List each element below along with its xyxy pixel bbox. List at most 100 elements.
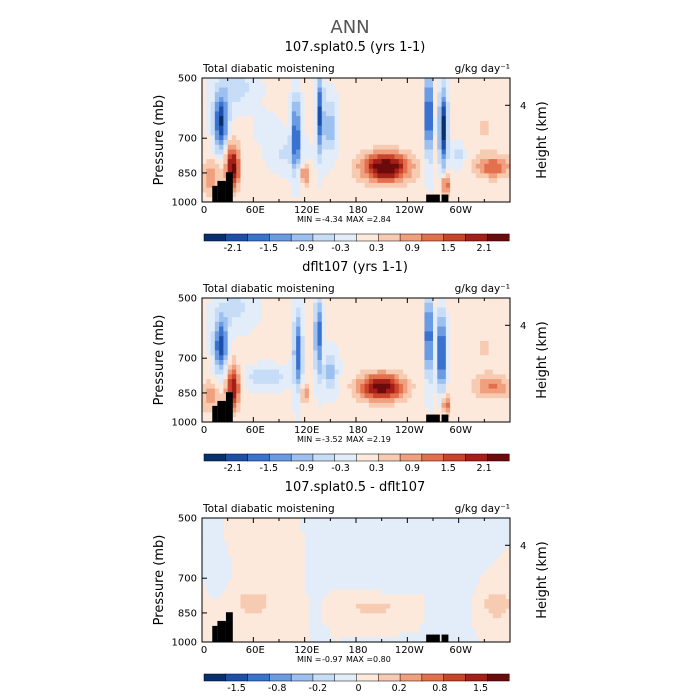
heatmap-cell: [450, 159, 455, 165]
heatmap-cell: [206, 331, 212, 337]
heatmap-cell: [240, 144, 246, 151]
heatmap-cell: [462, 556, 468, 562]
heatmap-cell: [424, 560, 430, 567]
heatmap-cell: [368, 388, 374, 394]
heatmap-cell: [206, 580, 212, 586]
heatmap-cell: [202, 556, 207, 562]
heatmap-cell: [261, 307, 267, 313]
heatmap-cell: [475, 187, 481, 194]
heatmap-cell: [403, 78, 408, 84]
heatmap-cell: [287, 307, 293, 313]
heatmap-cell: [317, 178, 323, 184]
heatmap-cell: [381, 125, 387, 132]
heatmap-cell: [287, 398, 293, 404]
heatmap-cell: [411, 302, 417, 309]
heatmap-cell: [343, 182, 349, 189]
heatmap-cell: [497, 541, 503, 548]
heatmap-cell: [433, 312, 438, 318]
heatmap-cell: [231, 551, 237, 557]
heatmap-cell: [385, 135, 391, 141]
heatmap-cell: [356, 527, 361, 533]
heatmap-cell: [240, 182, 246, 189]
heatmap-cell: [454, 197, 460, 203]
heatmap-cell: [210, 565, 216, 572]
heatmap-cell: [300, 82, 306, 89]
heatmap-cell: [257, 312, 263, 318]
heatmap-cell: [283, 541, 289, 548]
heatmap-cell: [249, 537, 254, 543]
variable-label: Total diabatic moistening: [202, 63, 335, 75]
heatmap-cell: [291, 417, 297, 423]
heatmap-cell: [356, 522, 361, 529]
heatmap-cell: [441, 111, 447, 117]
heatmap-cell: [244, 130, 250, 136]
heatmap-cell: [501, 537, 507, 543]
heatmap-cell: [385, 369, 391, 375]
heatmap-cell: [313, 125, 319, 132]
heatmap-cell: [356, 192, 361, 198]
heatmap-cell: [390, 580, 396, 586]
heatmap-cell: [356, 360, 361, 366]
heatmap-cell: [394, 369, 400, 375]
heatmap-cell: [497, 149, 503, 155]
heatmap-cell: [214, 560, 220, 567]
heatmap-cell: [287, 135, 293, 141]
heatmap-cell: [454, 417, 460, 423]
heatmap-cell: [398, 144, 404, 151]
heatmap-cell: [403, 135, 408, 141]
heatmap-cell: [480, 135, 485, 141]
heatmap-cell: [373, 159, 378, 165]
heatmap-cell: [270, 82, 276, 89]
heatmap-cell: [279, 532, 284, 538]
heatmap-cell: [338, 417, 344, 423]
heatmap-cell: [313, 140, 319, 146]
heatmap-cell: [296, 178, 301, 184]
heatmap-cell: [441, 402, 447, 409]
colorbar-swatch: [269, 233, 292, 242]
heatmap-cell: [437, 106, 443, 112]
heatmap-cell: [462, 125, 468, 132]
heatmap-cell: [462, 307, 468, 313]
heatmap-cell: [236, 527, 242, 533]
heatmap-cell: [467, 317, 473, 323]
heatmap-cell: [501, 355, 507, 361]
heatmap-cell: [343, 570, 349, 576]
heatmap-cell: [407, 101, 413, 108]
heatmap-cell: [377, 135, 383, 141]
heatmap-cell: [497, 140, 503, 146]
heatmap-cell: [437, 331, 443, 337]
heatmap-cell: [480, 369, 485, 375]
heatmap-cell: [497, 120, 503, 127]
heatmap-cell: [428, 522, 434, 529]
heatmap-cell: [300, 340, 306, 347]
heatmap-cell: [236, 298, 242, 304]
heatmap-cell: [356, 140, 361, 146]
heatmap-cell: [360, 518, 366, 524]
heatmap-cell: [321, 159, 327, 165]
heatmap-cell: [338, 527, 344, 533]
heatmap-cell: [368, 144, 374, 151]
heatmap-cell: [462, 388, 468, 394]
heatmap-cell: [420, 178, 426, 184]
heatmap-cell: [480, 402, 485, 409]
heatmap-cell: [317, 556, 323, 562]
heatmap-cell: [202, 350, 207, 356]
heatmap-cell: [488, 168, 494, 174]
heatmap-cell: [308, 417, 314, 423]
heatmap-cell: [385, 97, 391, 103]
heatmap-cell: [347, 355, 353, 361]
heatmap-cell: [458, 364, 464, 371]
heatmap-cell: [411, 379, 417, 385]
heatmap-cell: [257, 178, 263, 184]
heatmap-cell: [488, 135, 494, 141]
heatmap-cell: [249, 584, 254, 591]
heatmap-cell: [231, 379, 237, 385]
heatmap-cell: [407, 546, 413, 552]
heatmap-cell: [433, 182, 438, 189]
heatmap-cell: [231, 192, 237, 198]
heatmap-cell: [287, 87, 293, 93]
heatmap-cell: [257, 532, 263, 538]
heatmap-cell: [488, 154, 494, 160]
heatmap-cell: [488, 402, 494, 409]
heatmap-cell: [471, 321, 477, 328]
